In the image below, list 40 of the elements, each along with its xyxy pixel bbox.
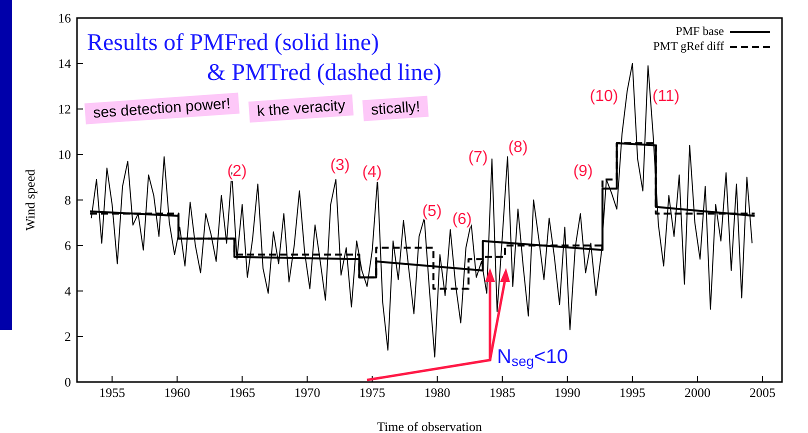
y-tick-label: 4 — [64, 284, 72, 299]
annotation: N$_{seg}$<10 — [497, 346, 568, 369]
annotation: (8) — [508, 139, 528, 156]
annotation: (4) — [362, 164, 382, 182]
x-tick-label: 1955 — [99, 385, 126, 400]
x-tick-label: 1990 — [554, 385, 580, 400]
x-tick-label: 1975 — [359, 385, 386, 400]
x-tick-label: 2005 — [749, 385, 776, 400]
x-tick-label: 1965 — [229, 385, 256, 400]
y-tick-label: 14 — [58, 56, 72, 72]
annotation: (6) — [452, 211, 472, 228]
annotation: k the veracity — [248, 94, 354, 123]
text: & PMTred (dashed line) — [206, 59, 442, 88]
annotation: ses detection power! — [84, 92, 240, 124]
y-tick-label: 12 — [58, 102, 71, 117]
annotation: (5) — [422, 203, 442, 220]
annotation: (7) — [468, 149, 488, 166]
x-tick-label: 1960 — [164, 385, 190, 400]
x-axis-title: Time of observation — [377, 419, 482, 433]
annotation: stically! — [362, 96, 429, 122]
legend-label: PMF base — [676, 24, 724, 39]
y-tick-label: 10 — [58, 147, 71, 162]
y-tick-label: 16 — [58, 10, 72, 26]
x-tick-label: 1980 — [424, 385, 450, 400]
y-tick-label: 0 — [64, 374, 71, 390]
annotation: (3) — [330, 157, 350, 174]
annotation: (2) — [227, 163, 247, 180]
legend-label: PMT gRef diff — [653, 39, 724, 54]
x-tick-label: 1970 — [294, 385, 320, 400]
annotation: (9) — [573, 163, 593, 180]
y-axis-title: Wind speed — [22, 168, 38, 231]
y-tick-label: 2 — [64, 329, 71, 344]
annotation: (10) — [590, 88, 618, 106]
x-tick-label: 2000 — [684, 385, 710, 400]
y-tick-label: 8 — [64, 192, 71, 208]
y-tick-label: 6 — [64, 238, 72, 254]
annotation: (11) — [652, 88, 680, 106]
text: Results of PMFred (solid line) — [87, 29, 380, 58]
x-tick-label: 1985 — [489, 385, 516, 400]
x-tick-label: 1995 — [619, 385, 646, 400]
